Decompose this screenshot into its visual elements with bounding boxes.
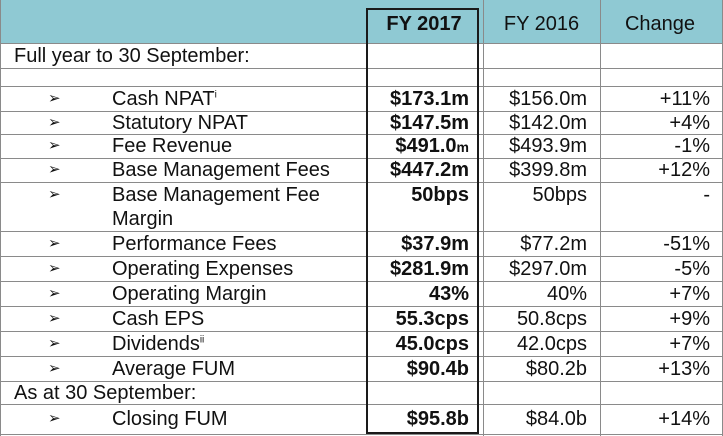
row-change: +11% (659, 88, 710, 110)
bullet-arrow-icon: ➢ (48, 260, 61, 277)
divider (0, 134, 723, 135)
row-fy2017: $90.4b (406, 358, 469, 380)
row-fy2016: $297.0m (509, 258, 587, 280)
divider (0, 231, 723, 232)
row-label: Cash NPATi (112, 88, 217, 110)
row-label: Closing FUM (112, 408, 228, 430)
header-fy2016: FY 2016 (503, 13, 580, 35)
row-label: Cash EPS (112, 308, 205, 330)
bullet-arrow-icon: ➢ (48, 235, 61, 252)
row-fy2016: 40% (546, 283, 587, 305)
row-fy2016: 50bps (532, 184, 588, 206)
row-fy2017: $281.9m (390, 258, 469, 280)
row-fy2017: $491.0m (395, 135, 469, 157)
row-change: - (703, 184, 710, 206)
header-fy2017: FY 2017 (386, 13, 462, 35)
row-label: Performance Fees (112, 233, 277, 255)
divider (0, 331, 723, 332)
row-fy2017: $147.5m (390, 112, 469, 134)
header-change: Change (624, 13, 696, 35)
row-change: +7% (669, 283, 710, 305)
row-fy2017: 55.3cps (395, 308, 469, 330)
divider (0, 281, 723, 282)
row-fy2017: $37.9m (401, 233, 469, 255)
row-change: +14% (658, 408, 710, 430)
row-fy2017: $173.1m (390, 88, 469, 110)
section-full-year: Full year to 30 September: (14, 45, 250, 67)
row-fy2016: $156.0m (509, 88, 587, 110)
row-label: Average FUM (112, 358, 236, 380)
row-fy2016: 42.0cps (516, 333, 587, 355)
divider (0, 111, 723, 112)
row-fy2017: 45.0cps (395, 333, 469, 355)
row-fy2016: $399.8m (509, 159, 587, 181)
bullet-arrow-icon: ➢ (48, 114, 61, 131)
divider (0, 182, 723, 183)
row-fy2016: $493.9m (509, 135, 587, 157)
divider (0, 434, 723, 435)
fy2017-highlight-box (366, 8, 479, 434)
row-change: +13% (658, 358, 710, 380)
divider (0, 158, 723, 159)
row-fy2017: $447.2m (390, 159, 469, 181)
table-header-band (0, 0, 723, 43)
row-label: Operating Expenses (112, 258, 294, 280)
row-fy2017: $95.8b (406, 408, 469, 430)
bullet-arrow-icon: ➢ (48, 186, 61, 203)
row-fy2016: $142.0m (509, 112, 587, 134)
row-change: +4% (669, 112, 710, 134)
row-fy2016: $77.2m (520, 233, 587, 255)
divider (0, 306, 723, 307)
bullet-arrow-icon: ➢ (48, 285, 61, 302)
section-as-at: As at 30 September: (14, 382, 197, 404)
row-change: -51% (663, 233, 710, 255)
row-fy2017: 43% (428, 283, 469, 305)
row-change: -5% (674, 258, 710, 280)
row-change: +9% (669, 308, 710, 330)
row-label: Base Management Fees (112, 159, 330, 181)
row-fy2016: 50.8cps (516, 308, 587, 330)
bullet-arrow-icon: ➢ (48, 161, 61, 178)
divider (0, 43, 723, 44)
bullet-arrow-icon: ➢ (48, 335, 61, 352)
row-label: Statutory NPAT (112, 112, 248, 134)
divider (0, 356, 723, 357)
bullet-arrow-icon: ➢ (48, 310, 61, 327)
row-label: Operating Margin (112, 283, 267, 305)
bullet-arrow-icon: ➢ (48, 360, 61, 377)
divider (0, 0, 1, 436)
row-label: Dividendsii (112, 333, 205, 355)
row-label: Base Management Fee (112, 184, 320, 206)
row-fy2017: 50bps (411, 184, 469, 206)
row-fy2016: $80.2b (525, 358, 587, 380)
row-label-continued: Margin (112, 208, 174, 230)
bullet-arrow-icon: ➢ (48, 90, 61, 107)
bullet-arrow-icon: ➢ (48, 410, 61, 427)
divider (483, 0, 484, 436)
divider (0, 381, 723, 382)
divider (600, 0, 601, 436)
divider (0, 256, 723, 257)
divider (0, 86, 723, 87)
row-change: -1% (674, 135, 710, 157)
row-fy2016: $84.0b (525, 408, 587, 430)
divider (0, 68, 723, 69)
row-change: +7% (669, 333, 710, 355)
divider (0, 404, 723, 405)
row-label: Fee Revenue (112, 135, 233, 157)
bullet-arrow-icon: ➢ (48, 137, 61, 154)
row-change: +12% (658, 159, 710, 181)
